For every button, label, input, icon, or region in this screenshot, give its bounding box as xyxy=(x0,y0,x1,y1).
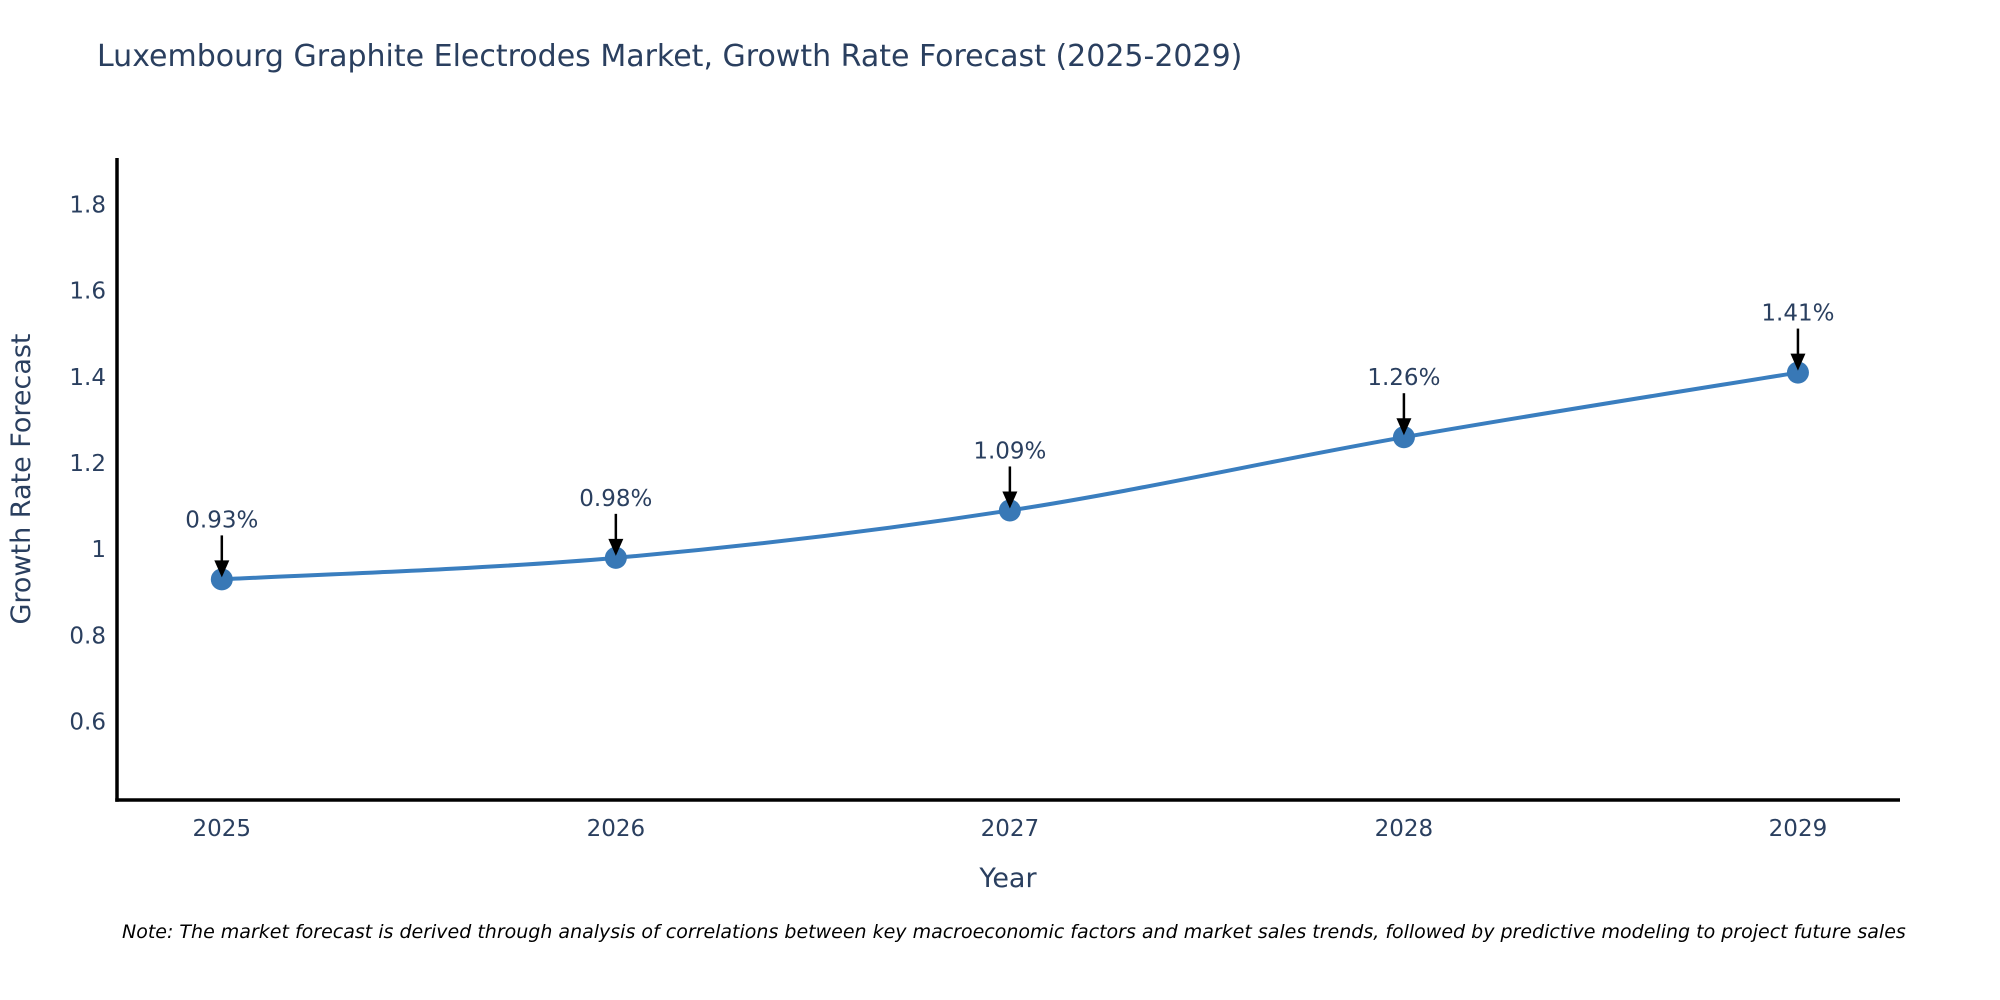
y-tick-label: 0.6 xyxy=(69,710,106,736)
annotation-arrow-head xyxy=(1002,491,1018,509)
y-tick-label: 1.4 xyxy=(69,365,106,391)
data-point-label: 1.09% xyxy=(973,438,1046,464)
footnote: Note: The market forecast is derived thr… xyxy=(122,921,1906,943)
data-point-label: 0.93% xyxy=(185,507,258,533)
x-axis-title: Year xyxy=(978,863,1037,894)
x-tick-label: 2028 xyxy=(1375,816,1434,842)
annotation-arrow-head xyxy=(608,538,624,556)
plot-area: 0.6 0.8 1 1.2 1.4 1.6 1.8 2025 2026 2027 2028 2029 0… xyxy=(69,158,1900,842)
data-point-marker xyxy=(210,568,233,591)
y-tick-label: 1.2 xyxy=(69,451,106,477)
y-axis-title: Growth Rate Forecast xyxy=(6,333,37,624)
annotation-arrow-head xyxy=(1396,418,1412,436)
y-tick-label: 1 xyxy=(91,537,106,563)
data-point-marker xyxy=(604,546,627,569)
chart-title: Luxembourg Graphite Electrodes Market, G… xyxy=(97,39,1242,74)
x-tick-label: 2025 xyxy=(193,816,252,842)
data-point-label: 1.26% xyxy=(1367,365,1440,391)
data-point-marker xyxy=(998,499,1021,522)
y-tick-label: 1.8 xyxy=(69,193,106,219)
x-tick-label: 2027 xyxy=(981,816,1040,842)
annotation-arrow-head xyxy=(214,560,230,578)
x-tick-label: 2029 xyxy=(1769,816,1828,842)
data-point-label: 0.98% xyxy=(579,486,652,512)
data-point-marker xyxy=(1786,361,1809,384)
y-tick-label: 0.8 xyxy=(69,623,106,649)
data-point-marker xyxy=(1392,426,1415,449)
x-tick-label: 2026 xyxy=(587,816,646,842)
y-tick-label: 1.6 xyxy=(69,279,106,305)
data-point-label: 1.41% xyxy=(1761,301,1834,327)
annotation-arrow-head xyxy=(1790,353,1806,371)
